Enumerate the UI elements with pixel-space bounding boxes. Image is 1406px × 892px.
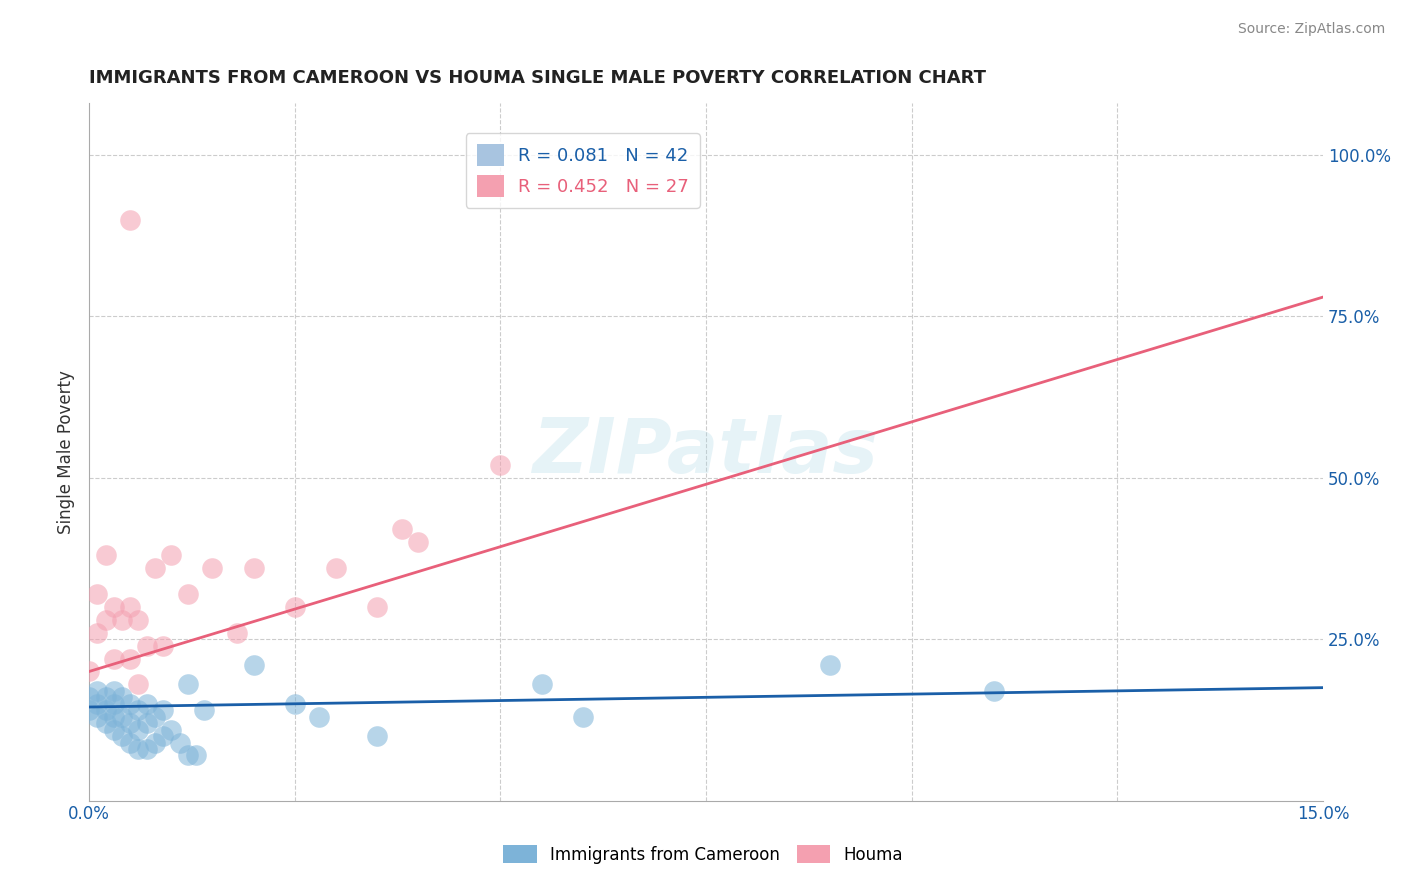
- Point: [143, 561, 166, 575]
- Point: [818, 658, 841, 673]
- Point: [103, 697, 125, 711]
- Point: [325, 561, 347, 575]
- Point: [111, 690, 134, 705]
- Point: [143, 735, 166, 749]
- Point: [391, 523, 413, 537]
- Point: [111, 729, 134, 743]
- Point: [308, 709, 330, 723]
- Y-axis label: Single Male Poverty: Single Male Poverty: [58, 370, 75, 534]
- Point: [152, 729, 174, 743]
- Point: [366, 599, 388, 614]
- Point: [120, 599, 142, 614]
- Point: [135, 697, 157, 711]
- Point: [135, 639, 157, 653]
- Point: [983, 684, 1005, 698]
- Point: [160, 723, 183, 737]
- Point: [120, 212, 142, 227]
- Point: [111, 709, 134, 723]
- Point: [184, 748, 207, 763]
- Point: [406, 535, 429, 549]
- Point: [177, 748, 200, 763]
- Point: [127, 742, 149, 756]
- Point: [127, 613, 149, 627]
- Point: [127, 677, 149, 691]
- Point: [120, 651, 142, 665]
- Point: [143, 709, 166, 723]
- Point: [86, 684, 108, 698]
- Point: [284, 697, 307, 711]
- Point: [77, 665, 100, 679]
- Legend: R = 0.081   N = 42, R = 0.452   N = 27: R = 0.081 N = 42, R = 0.452 N = 27: [465, 133, 700, 208]
- Point: [530, 677, 553, 691]
- Point: [152, 703, 174, 717]
- Point: [120, 697, 142, 711]
- Point: [120, 735, 142, 749]
- Point: [366, 729, 388, 743]
- Point: [201, 561, 224, 575]
- Point: [284, 599, 307, 614]
- Text: ZIPatlas: ZIPatlas: [533, 415, 879, 489]
- Point: [226, 625, 249, 640]
- Point: [103, 599, 125, 614]
- Point: [120, 716, 142, 731]
- Point: [103, 709, 125, 723]
- Point: [127, 723, 149, 737]
- Point: [94, 549, 117, 563]
- Point: [169, 735, 191, 749]
- Point: [177, 587, 200, 601]
- Point: [94, 613, 117, 627]
- Point: [152, 639, 174, 653]
- Point: [127, 703, 149, 717]
- Point: [77, 690, 100, 705]
- Point: [77, 703, 100, 717]
- Legend: Immigrants from Cameroon, Houma: Immigrants from Cameroon, Houma: [496, 838, 910, 871]
- Point: [103, 651, 125, 665]
- Point: [489, 458, 512, 472]
- Point: [135, 716, 157, 731]
- Text: IMMIGRANTS FROM CAMEROON VS HOUMA SINGLE MALE POVERTY CORRELATION CHART: IMMIGRANTS FROM CAMEROON VS HOUMA SINGLE…: [89, 69, 986, 87]
- Point: [94, 716, 117, 731]
- Point: [571, 709, 593, 723]
- Point: [94, 690, 117, 705]
- Point: [86, 587, 108, 601]
- Point: [177, 677, 200, 691]
- Point: [103, 684, 125, 698]
- Point: [94, 703, 117, 717]
- Point: [86, 709, 108, 723]
- Point: [193, 703, 215, 717]
- Point: [242, 561, 264, 575]
- Text: Source: ZipAtlas.com: Source: ZipAtlas.com: [1237, 22, 1385, 37]
- Point: [135, 742, 157, 756]
- Point: [86, 697, 108, 711]
- Point: [242, 658, 264, 673]
- Point: [160, 549, 183, 563]
- Point: [103, 723, 125, 737]
- Point: [86, 625, 108, 640]
- Point: [111, 613, 134, 627]
